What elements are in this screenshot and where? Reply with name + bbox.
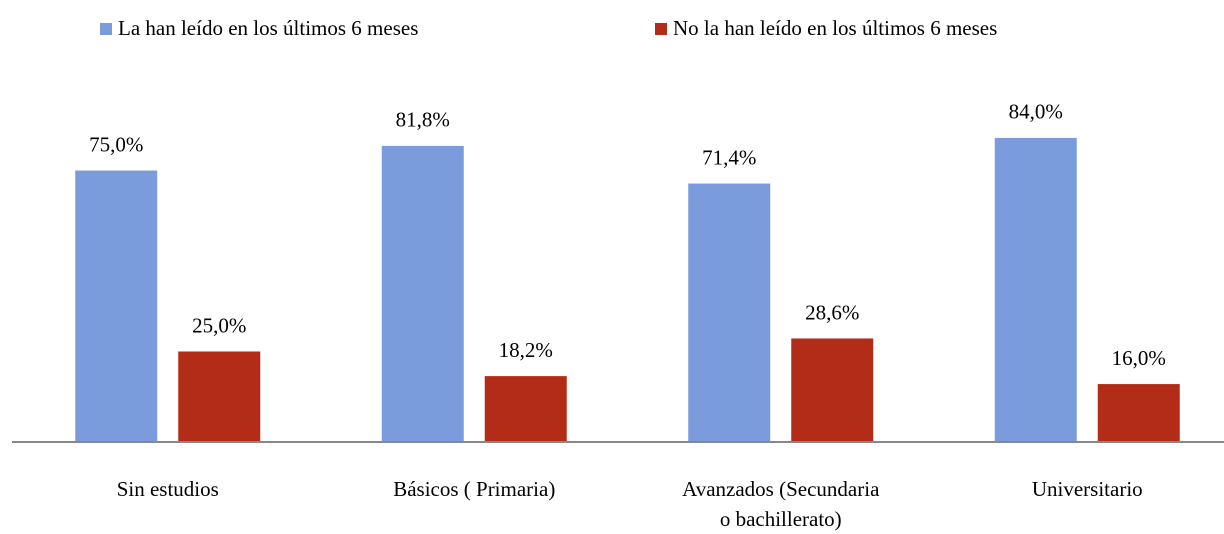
legend-label: La han leído en los últimos 6 meses [118,16,418,40]
data-label: 18,2% [499,338,553,362]
bar [178,351,261,442]
legend-label: No la han leído en los últimos 6 meses [673,16,997,40]
data-label: 28,6% [805,300,859,324]
data-label: 25,0% [192,313,246,337]
data-label: 16,0% [1112,346,1166,370]
x-tick-label: Universitario [1031,477,1143,501]
legend-swatch [100,23,112,35]
legend-swatch [655,23,667,35]
x-tick-label: Avanzados (Secundaria o bachillerato) [682,477,880,531]
bar [791,338,874,442]
bar [75,170,158,442]
x-tick-label: Sin estudios [116,477,219,501]
data-label: 84,0% [1009,100,1063,124]
bar [688,183,771,443]
data-label: 71,4% [702,145,756,169]
bar [994,137,1077,443]
bar [1097,384,1180,442]
data-label: 75,0% [89,132,143,156]
bar [381,145,464,442]
bar [484,376,567,442]
x-tick-label: Básicos ( Primaria) [393,477,556,501]
data-label: 81,8% [396,108,450,132]
